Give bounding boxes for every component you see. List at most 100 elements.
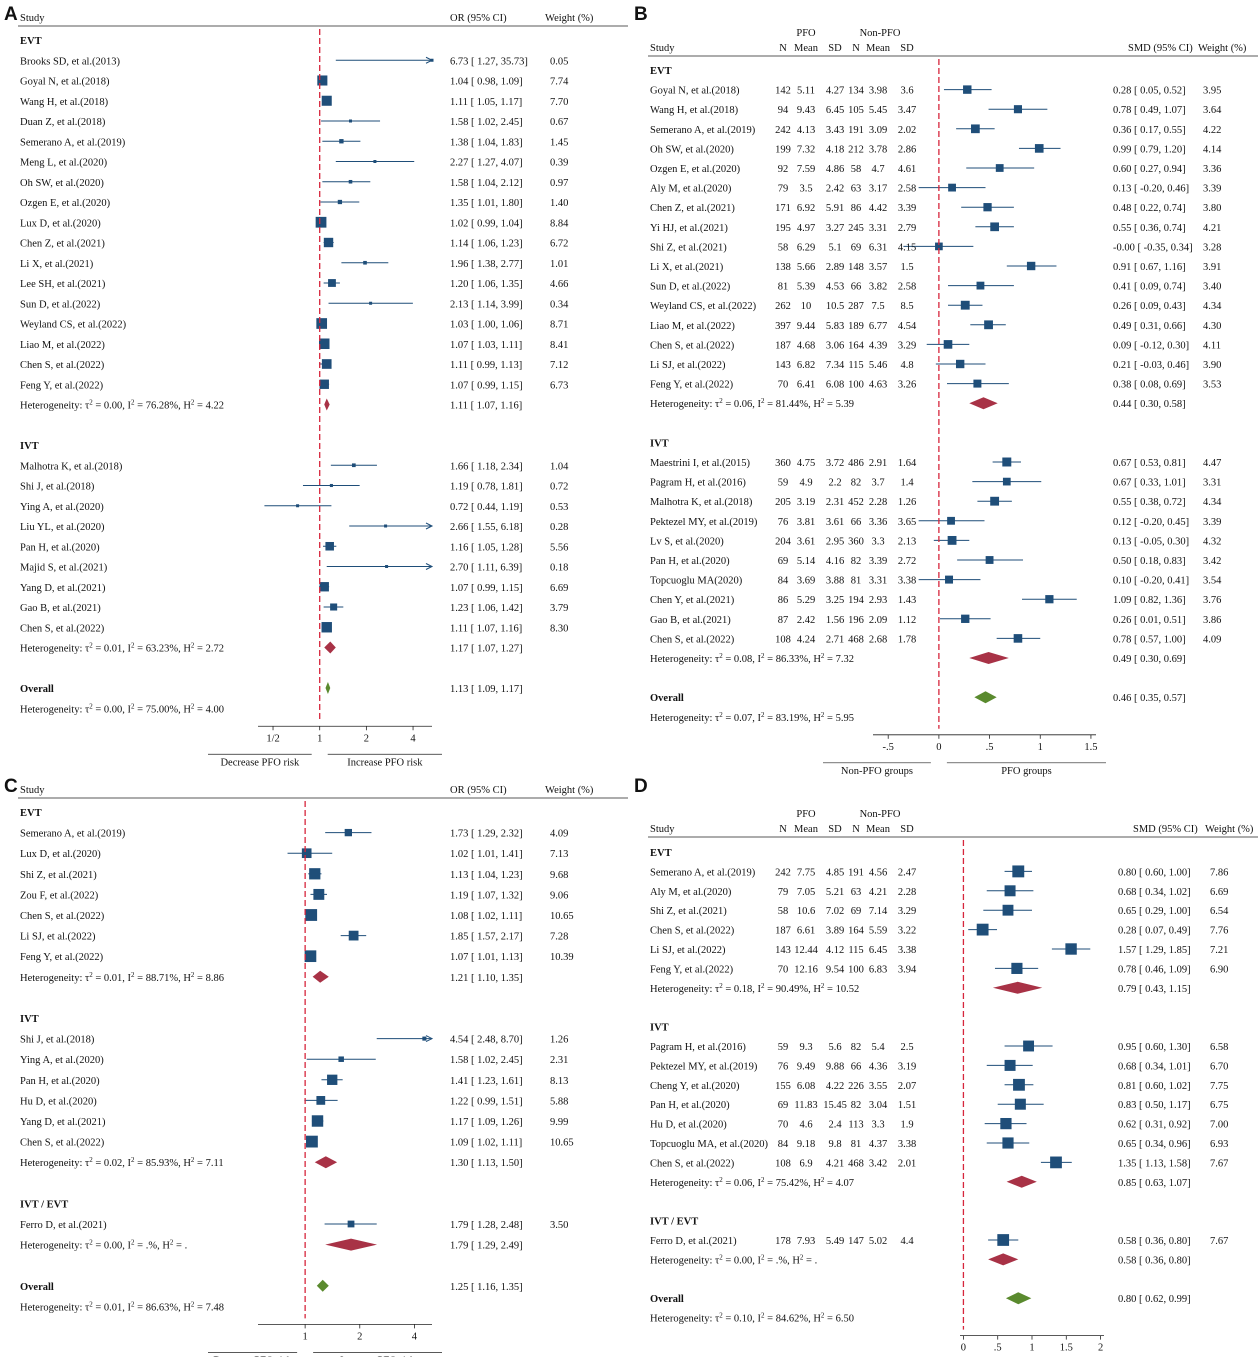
cell-m1: 10 xyxy=(801,301,812,312)
cell-s1: 4.22 xyxy=(826,1081,844,1092)
forest-plot-panel-b: B Study SMD (95% CI) Weight (%) PFO Non-PFO N M… xyxy=(630,0,1259,777)
effect-ci-value: 1.07 [ 0.99, 1.15] xyxy=(450,380,523,391)
effect-ci-value: 0.60 [ 0.27, 0.94] xyxy=(1113,164,1186,175)
x-tick-label: 2 xyxy=(1098,1343,1103,1354)
cell-m1: 9.3 xyxy=(799,1042,812,1053)
effect-square xyxy=(311,1115,324,1127)
cell-s2: 1.51 xyxy=(898,1100,916,1111)
effect-ci-value: 1.11 [ 0.99, 1.13] xyxy=(450,360,522,371)
cell-s1: 3.72 xyxy=(826,458,844,469)
group-label-ivt: IVT xyxy=(20,1014,39,1025)
effect-ci-value: 0.80 [ 0.60, 1.00] xyxy=(1118,867,1191,878)
cell-s1: 2.95 xyxy=(826,536,844,547)
study-label: Oh SW, et al.(2020) xyxy=(650,144,734,155)
cell-m1: 4.75 xyxy=(797,458,815,469)
weight-value: 4.30 xyxy=(1203,321,1221,332)
effect-ci-value: 0.68 [ 0.34, 1.02] xyxy=(1118,887,1191,898)
cell-m1: 7.32 xyxy=(797,144,815,155)
x-tick-label: 4 xyxy=(410,733,416,744)
x-tick-label: .5 xyxy=(994,1343,1002,1354)
effect-ci-value: 0.83 [ 0.50, 1.17] xyxy=(1118,1100,1191,1111)
cell-m1: 11.83 xyxy=(794,1100,817,1111)
cell-n1: 59 xyxy=(778,1042,789,1053)
overall-heterogeneity-stat: Heterogeneity: τ2 = 0.07, I2 = 83.19%, H… xyxy=(650,711,854,724)
weight-value: 8.84 xyxy=(550,218,569,229)
weight-value: 7.12 xyxy=(550,360,568,371)
cell-m2: 3.7 xyxy=(871,478,884,489)
cell-n2: 113 xyxy=(848,1120,863,1131)
right-direction-label: Increase PFO risk xyxy=(340,1355,416,1357)
weight-value: 6.75 xyxy=(1210,1100,1228,1111)
study-label: Li SJ, et al.(2022) xyxy=(20,932,96,943)
subtotal-diamond xyxy=(325,1238,378,1251)
effect-square xyxy=(985,556,994,564)
weight-value: 6.70 xyxy=(1210,1061,1228,1072)
effect-ci-value: 0.26 [ 0.09, 0.43] xyxy=(1113,301,1186,312)
study-label: Sun D, et al.(2022) xyxy=(20,299,101,310)
study-label: Pan H, et al.(2020) xyxy=(650,1100,730,1111)
subtotal-diamond xyxy=(988,1253,1019,1266)
study-label: Oh SW, et al.(2020) xyxy=(20,178,104,189)
subtotal-ci-value: 1.79 [ 1.29, 2.49] xyxy=(450,1241,523,1252)
effect-square xyxy=(321,95,332,106)
cell-m1: 2.42 xyxy=(797,615,815,626)
study-label: Chen S, et al.(2022) xyxy=(20,1138,105,1149)
cell-s1: 3.06 xyxy=(826,340,844,351)
effect-ci-value: 1.19 [ 1.07, 1.32] xyxy=(450,890,523,901)
effect-ci-value: 0.38 [ 0.08, 0.69] xyxy=(1113,380,1186,391)
overall-label: Overall xyxy=(20,684,54,695)
cell-s2: 1.5 xyxy=(900,262,913,273)
x-tick-label: 1 xyxy=(1029,1343,1034,1354)
effect-square xyxy=(971,124,980,134)
cell-m1: 6.08 xyxy=(797,1081,815,1092)
study-label: Ying A, et al.(2020) xyxy=(20,502,104,513)
study-label: Meng L, et al.(2020) xyxy=(20,158,108,169)
effect-ci-value: 1.07 [ 1.01, 1.13] xyxy=(450,952,523,963)
effect-ci-value: 0.12 [ -0.20, 0.45] xyxy=(1113,517,1189,528)
study-label: Shi Z, et al.(2021) xyxy=(650,906,727,917)
weight-value: 3.40 xyxy=(1203,282,1221,293)
cell-m2: 3.3 xyxy=(871,536,884,547)
cell-n1: 204 xyxy=(775,536,792,547)
heterogeneity-stat: Heterogeneity: τ2 = 0.01, I2 = 88.71%, H… xyxy=(20,971,224,984)
cell-s2: 2.72 xyxy=(898,556,916,567)
cell-n2: 86 xyxy=(851,203,862,214)
weight-value: 0.97 xyxy=(550,178,568,189)
column-header-m1: Mean xyxy=(794,824,819,835)
weight-value: 9.06 xyxy=(550,890,568,901)
cell-n2: 82 xyxy=(851,478,862,489)
cell-s1: 4.86 xyxy=(826,164,844,175)
cell-s2: 1.78 xyxy=(898,634,916,645)
non-pfo-group-header: Non-PFO xyxy=(860,809,901,820)
effect-ci-value: 1.03 [ 1.00, 1.06] xyxy=(450,320,523,331)
study-label: Ozgen E, et al.(2020) xyxy=(650,164,741,175)
effect-square xyxy=(1002,457,1012,467)
effect-square xyxy=(351,463,356,468)
effect-square xyxy=(1014,1098,1026,1110)
cell-n1: 58 xyxy=(778,242,789,253)
cell-s1: 9.88 xyxy=(826,1061,844,1072)
study-label: Aly M, et al.(2020) xyxy=(650,887,732,898)
cell-n1: 360 xyxy=(775,458,791,469)
weight-value: 10.65 xyxy=(550,911,574,922)
weight-value: 0.34 xyxy=(550,299,569,310)
cell-s2: 4.4 xyxy=(900,1236,914,1247)
cell-n2: 191 xyxy=(848,867,864,878)
overall-heterogeneity-stat: Heterogeneity: τ2 = 0.10, I2 = 84.62%, H… xyxy=(650,1312,854,1325)
effect-ci-value: 0.62 [ 0.31, 0.92] xyxy=(1118,1120,1191,1131)
estimate-column-header: OR (95% CI) xyxy=(450,785,507,796)
cell-m2: 4.7 xyxy=(871,164,884,175)
left-direction-label: Decrease PFO risk xyxy=(213,1355,292,1357)
cell-s1: 3.25 xyxy=(826,595,844,606)
cell-n2: 100 xyxy=(848,964,864,975)
cell-m1: 4.6 xyxy=(799,1120,812,1131)
effect-ci-value: 1.19 [ 0.78, 1.81] xyxy=(450,482,523,493)
column-header-s2: SD xyxy=(900,43,914,54)
cell-s1: 9.54 xyxy=(826,964,845,975)
effect-square xyxy=(338,1056,344,1062)
group-label-evt: EVT xyxy=(650,848,672,859)
weight-value: 7.67 xyxy=(1210,1158,1228,1169)
study-label: Malhotra K, et al.(2018) xyxy=(20,461,123,472)
weight-value: 3.31 xyxy=(1203,478,1221,489)
cell-s1: 2.31 xyxy=(826,497,844,508)
